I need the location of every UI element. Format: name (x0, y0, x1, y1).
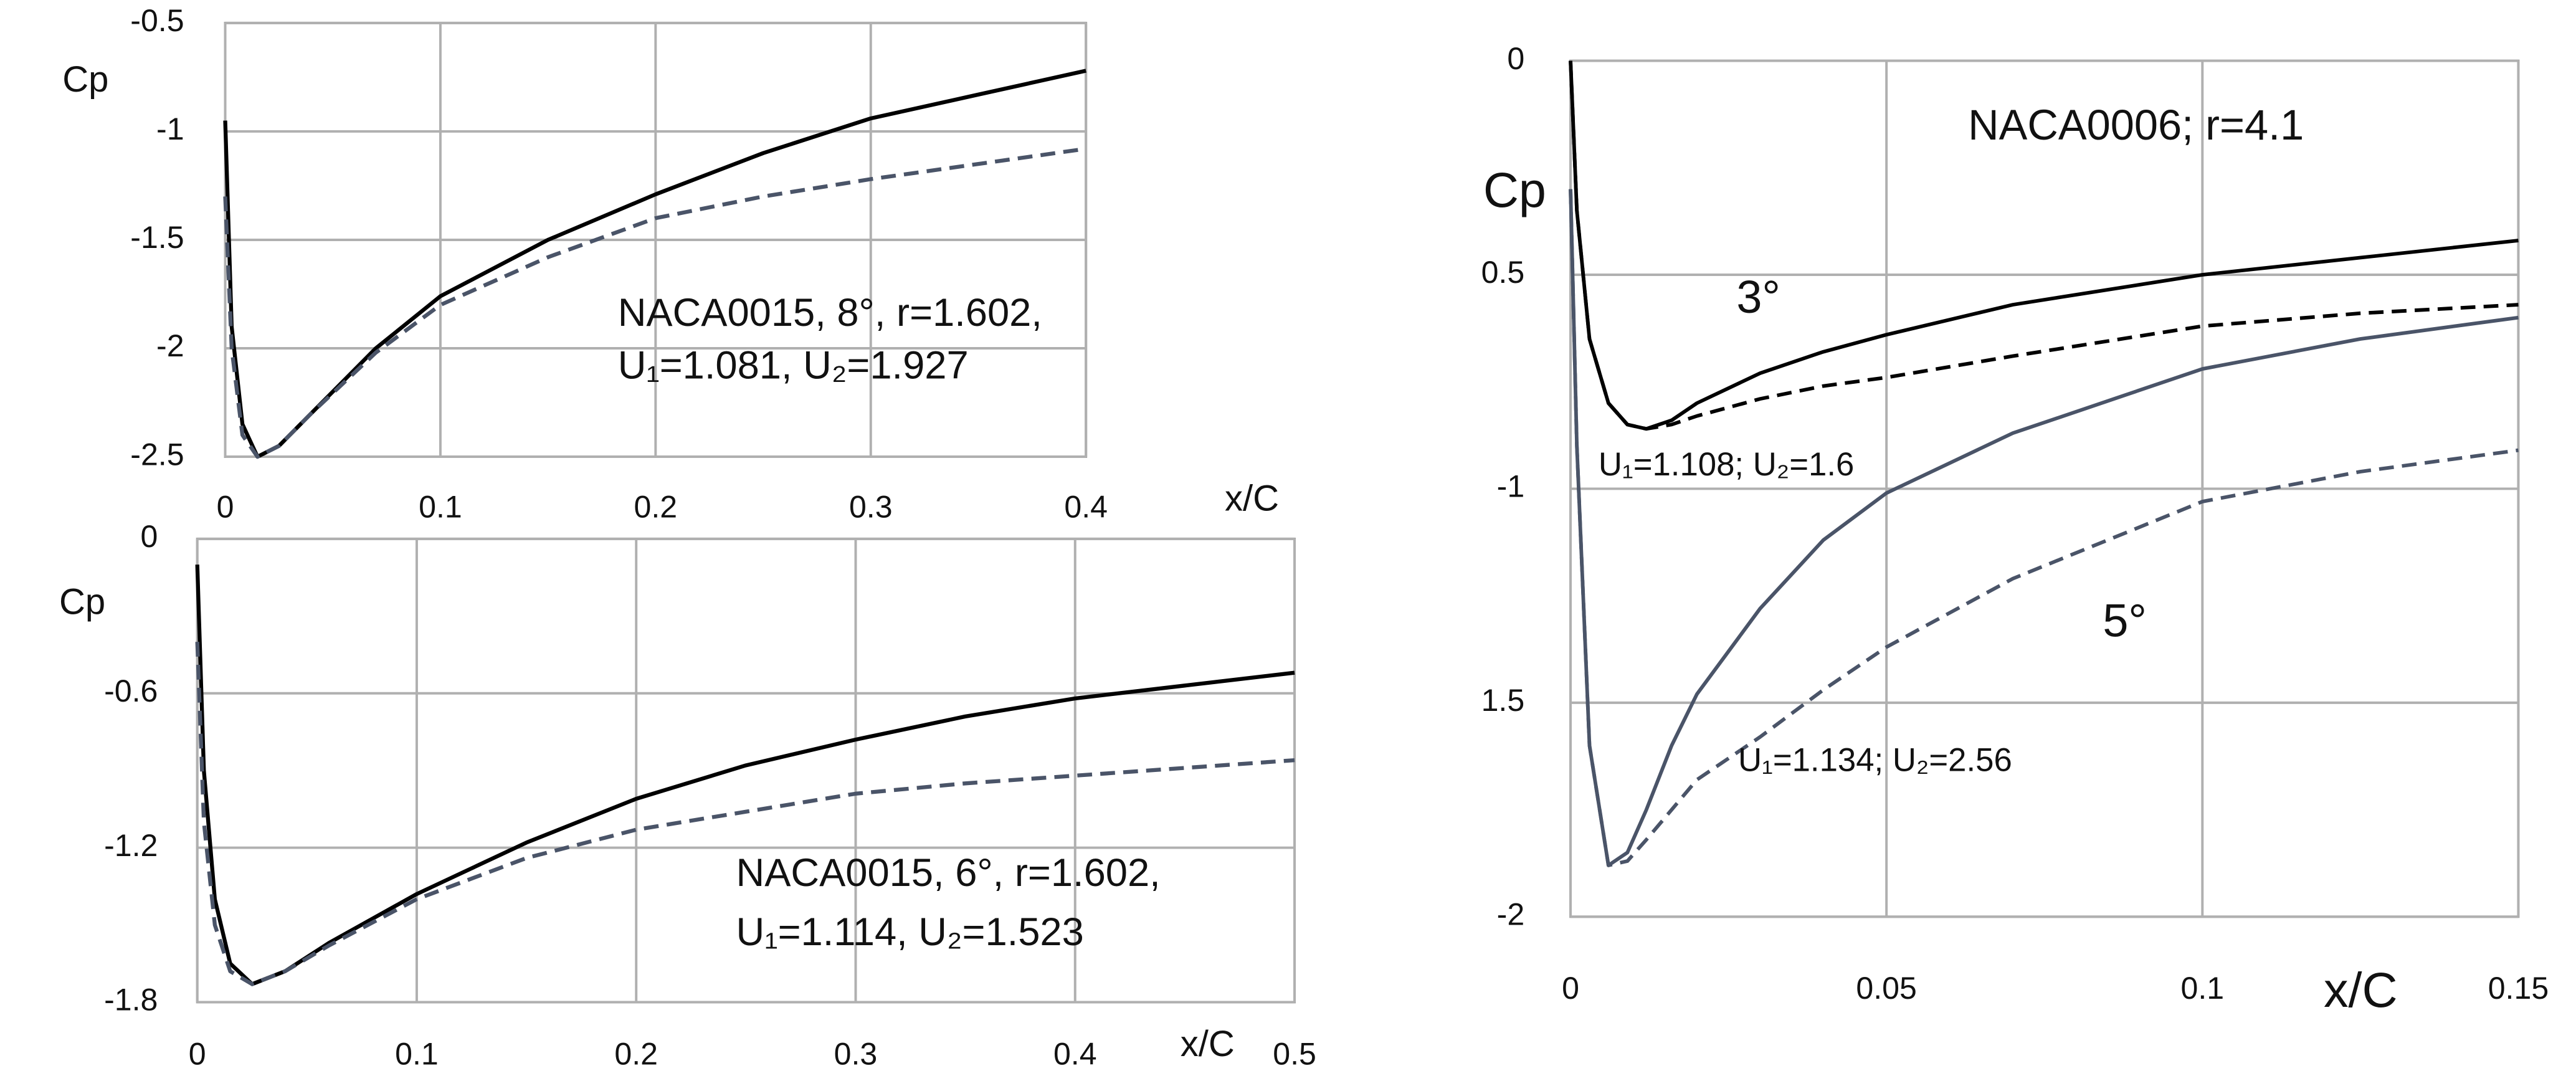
x-tick-label: 0 (1562, 971, 1579, 1006)
x-tick-label: 0.1 (395, 1037, 439, 1072)
x-tick-label: 0.4 (1053, 1037, 1097, 1072)
annotation: NACA0015, 8°, r=1.602, (618, 291, 1042, 335)
y-tick-label: 0 (1507, 41, 1524, 76)
x-axis-label: x/C (1181, 1024, 1235, 1064)
series-line (223, 146, 1086, 459)
y-tick-label: 0 (141, 519, 158, 554)
y-tick-label: -1.5 (130, 220, 184, 255)
y-tick-label: -0.6 (104, 674, 158, 708)
series-line (195, 564, 1295, 986)
series-line (1569, 189, 2519, 867)
y-tick-label: -2 (156, 328, 184, 363)
annotation: NACA0015, 6°, r=1.602, (736, 851, 1161, 895)
x-tick-label: 0.1 (2180, 971, 2224, 1006)
x-tick-label: 0.05 (1856, 971, 1916, 1006)
annotation: U₁=1.114, U₂=1.523 (736, 910, 1084, 954)
x-tick-label: 0.2 (614, 1037, 658, 1072)
x-tick-label: 0 (217, 490, 234, 525)
y-axis-label: Cp (59, 582, 105, 622)
y-tick-label: -1.2 (104, 828, 158, 863)
x-axis-label: x/C (1225, 479, 1279, 519)
x-tick-label: 0.4 (1064, 490, 1108, 525)
annotation: NACA0006; r=4.1 (1968, 101, 2304, 149)
x-tick-label: 0.1 (419, 490, 462, 525)
y-axis-label: Cp (1483, 162, 1546, 217)
series-line (195, 641, 1295, 986)
y-tick-label: -2.5 (130, 437, 184, 472)
y-tick-label: -1 (156, 112, 184, 146)
y-tick-label: 0.5 (1481, 255, 1525, 290)
annotation: U₁=1.134; U₂=2.56 (1738, 741, 2012, 778)
series-line (1569, 189, 2519, 867)
x-tick-label: 0.3 (834, 1037, 878, 1072)
y-tick-label: -1 (1497, 469, 1525, 504)
x-tick-label: 0.2 (634, 490, 678, 525)
series-line (223, 69, 1086, 459)
annotation: 5° (2103, 594, 2147, 646)
y-tick-label: -1.8 (104, 983, 158, 1017)
annotation: 3° (1736, 271, 1780, 323)
x-tick-label: 0.5 (1273, 1037, 1316, 1072)
y-axis-label: Cp (62, 59, 108, 100)
y-tick-label: -0.5 (130, 3, 184, 38)
x-axis-label: x/C (2324, 962, 2398, 1017)
x-tick-label: 0 (189, 1037, 206, 1072)
x-tick-label: 0.3 (849, 490, 893, 525)
y-tick-label: -2 (1497, 897, 1525, 932)
annotation: U₁=1.108; U₂=1.6 (1599, 446, 1854, 483)
x-tick-label: 0.15 (2488, 971, 2549, 1006)
y-tick-label: 1.5 (1481, 683, 1525, 718)
series-line (1569, 60, 2519, 431)
annotation: U₁=1.081, U₂=1.927 (618, 343, 969, 387)
